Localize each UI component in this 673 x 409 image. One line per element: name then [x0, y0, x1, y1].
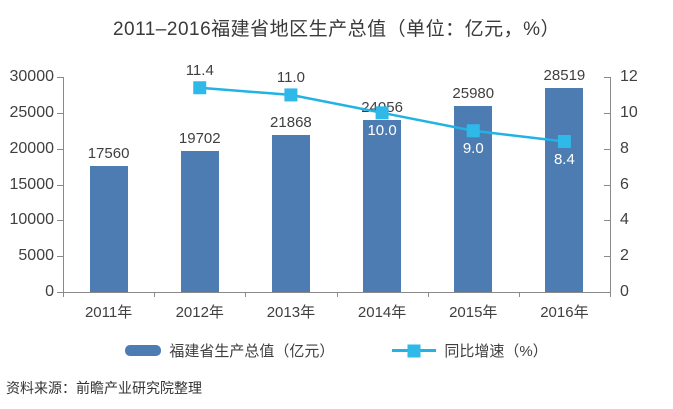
x-axis-label: 2013年	[266, 304, 316, 321]
left-axis-tick	[57, 184, 63, 186]
y-axis-label-left: 5000	[18, 247, 54, 265]
left-axis-tick	[57, 220, 63, 222]
legend-label-gdp: 福建省生产总值（亿元）	[169, 343, 335, 360]
legend-item-gdp: 福建省生产总值（亿元）	[125, 340, 334, 361]
y-axis-label-left: 10000	[9, 211, 55, 229]
right-axis-tick	[604, 148, 610, 150]
chart-title: 2011–2016福建省地区生产总值（单位：亿元，%）	[112, 19, 561, 40]
left-axis-tick	[57, 112, 63, 114]
bar	[180, 150, 219, 292]
x-axis-tick	[610, 292, 611, 297]
y-axis-label-left: 15000	[9, 175, 55, 193]
x-axis-tick	[518, 292, 520, 297]
y-axis-label-right: 4	[620, 211, 629, 229]
y-axis-label-right: 12	[620, 68, 638, 85]
x-axis-tick	[63, 292, 64, 297]
line-marker	[284, 88, 298, 102]
growth-value-label: 11.4	[185, 61, 214, 79]
bar	[454, 105, 493, 292]
line-marker-icon	[407, 344, 421, 357]
left-axis-tick	[57, 292, 63, 293]
y-axis-label-right: 6	[620, 175, 629, 193]
x-axis-tick	[427, 292, 429, 297]
legend-label-growth: 同比增速（%）	[444, 343, 548, 360]
growth-value-label: 8.4	[553, 150, 575, 168]
y-axis-label-left: 0	[45, 283, 54, 300]
x-axis-label: 2015年	[449, 304, 498, 321]
right-axis-tick	[604, 112, 610, 114]
right-axis-tick	[604, 256, 610, 258]
left-axis-line	[63, 77, 64, 292]
y-axis-label-right: 8	[620, 139, 629, 157]
line-series-swatch	[392, 344, 437, 357]
bar	[363, 119, 402, 292]
bar-value-label: 21868	[270, 114, 312, 132]
x-axis-label: 2016年	[540, 304, 589, 321]
left-axis-tick	[57, 148, 63, 150]
bar	[545, 87, 584, 292]
legend: 福建省生产总值（亿元） 同比增速（%）	[0, 340, 673, 361]
growth-value-label: 11.0	[276, 68, 305, 86]
y-axis-label-right: 2	[620, 247, 629, 265]
bar-value-label: 17560	[87, 145, 130, 163]
bar-series-swatch	[125, 345, 162, 356]
legend-item-growth: 同比增速（%）	[392, 340, 548, 361]
x-axis-label: 2012年	[175, 304, 224, 321]
right-axis-tick	[604, 220, 610, 222]
line-marker	[193, 81, 207, 95]
bar-value-label: 28519	[543, 66, 586, 84]
growth-value-label: 9.0	[462, 139, 484, 157]
y-axis-label-right: 10	[620, 103, 638, 121]
right-axis-line	[610, 77, 611, 292]
bar-value-label: 19702	[178, 129, 221, 147]
left-axis-tick	[57, 77, 63, 78]
bar	[89, 166, 128, 292]
right-axis-tick	[604, 292, 610, 293]
left-axis-tick	[57, 256, 63, 258]
bar	[271, 135, 310, 292]
y-axis-label-left: 20000	[9, 139, 55, 157]
bar-value-label: 25980	[452, 84, 495, 102]
x-axis-tick	[245, 292, 247, 297]
right-axis-tick	[604, 184, 610, 186]
x-axis-tick	[154, 292, 156, 297]
y-axis-label-left: 25000	[9, 103, 55, 121]
source-note: 资料来源：前瞻产业研究院整理	[6, 380, 202, 396]
right-axis-tick	[604, 77, 610, 78]
bar-value-label: 24056	[361, 98, 403, 116]
growth-value-label: 10.0	[367, 121, 397, 139]
x-axis-tick	[336, 292, 338, 297]
x-axis-label: 2014年	[357, 304, 407, 321]
y-axis-label-right: 0	[620, 283, 629, 300]
y-axis-label-left: 30000	[9, 68, 55, 85]
x-axis-label: 2011年	[84, 304, 133, 321]
